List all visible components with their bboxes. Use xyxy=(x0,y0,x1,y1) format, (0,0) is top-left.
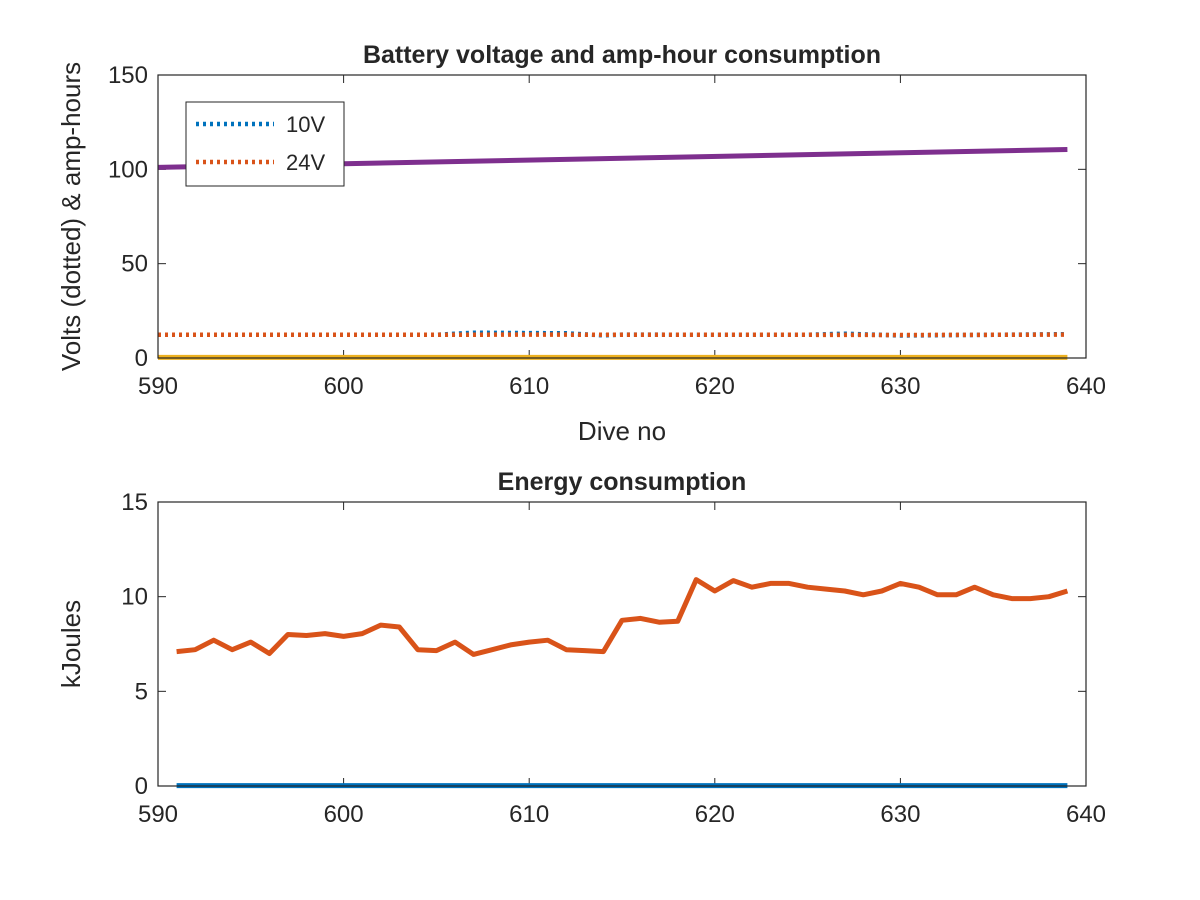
legend-label: 24V xyxy=(286,150,325,175)
y-tick-label: 100 xyxy=(108,156,148,183)
x-tick-label: 610 xyxy=(509,373,549,400)
chart-title: Energy consumption xyxy=(498,468,747,496)
y-tick-label: 0 xyxy=(135,773,148,800)
x-tick-label: 600 xyxy=(324,373,364,400)
x-tick-label: 630 xyxy=(880,373,920,400)
y-tick-label: 15 xyxy=(121,489,148,516)
y-axis-label: Volts (dotted) & amp-hours xyxy=(56,62,86,371)
axes-frame xyxy=(157,74,1087,359)
x-tick-label: 640 xyxy=(1066,801,1106,828)
axis-ticks: 590 600 610 620 630 640 0 50 100 150 xyxy=(108,62,1106,400)
energy-chart: Energy consumption kJoules 590 600 610 620 6… xyxy=(56,468,1106,828)
x-tick-label: 620 xyxy=(695,373,735,400)
legend-label: 10V xyxy=(286,112,325,137)
x-tick-label: 590 xyxy=(138,373,178,400)
legend-box xyxy=(185,101,345,187)
x-tick-label: 590 xyxy=(138,801,178,828)
y-axis-label: kJoules xyxy=(56,600,86,688)
axis-ticks: 590 600 610 620 630 640 0 5 10 15 xyxy=(121,489,1106,828)
x-axis-label: Dive no xyxy=(578,416,666,446)
series-line-0 xyxy=(176,577,1069,657)
x-tick-label: 610 xyxy=(509,801,549,828)
y-tick-label: 50 xyxy=(121,251,148,278)
y-tick-label: 0 xyxy=(135,345,148,372)
legend: 10V 24V xyxy=(185,101,345,187)
y-tick-label: 5 xyxy=(135,678,148,705)
x-tick-label: 640 xyxy=(1066,373,1106,400)
y-tick-label: 10 xyxy=(121,584,148,611)
y-tick-label: 150 xyxy=(108,62,148,89)
chart-title: Battery voltage and amp-hour consumption xyxy=(363,41,881,69)
axes-frame xyxy=(157,501,1087,787)
x-tick-label: 600 xyxy=(324,801,364,828)
plot-area xyxy=(176,577,1069,789)
x-tick-label: 620 xyxy=(695,801,735,828)
battery-chart: Battery voltage and amp-hour consumption… xyxy=(56,41,1106,446)
x-tick-label: 630 xyxy=(880,801,920,828)
